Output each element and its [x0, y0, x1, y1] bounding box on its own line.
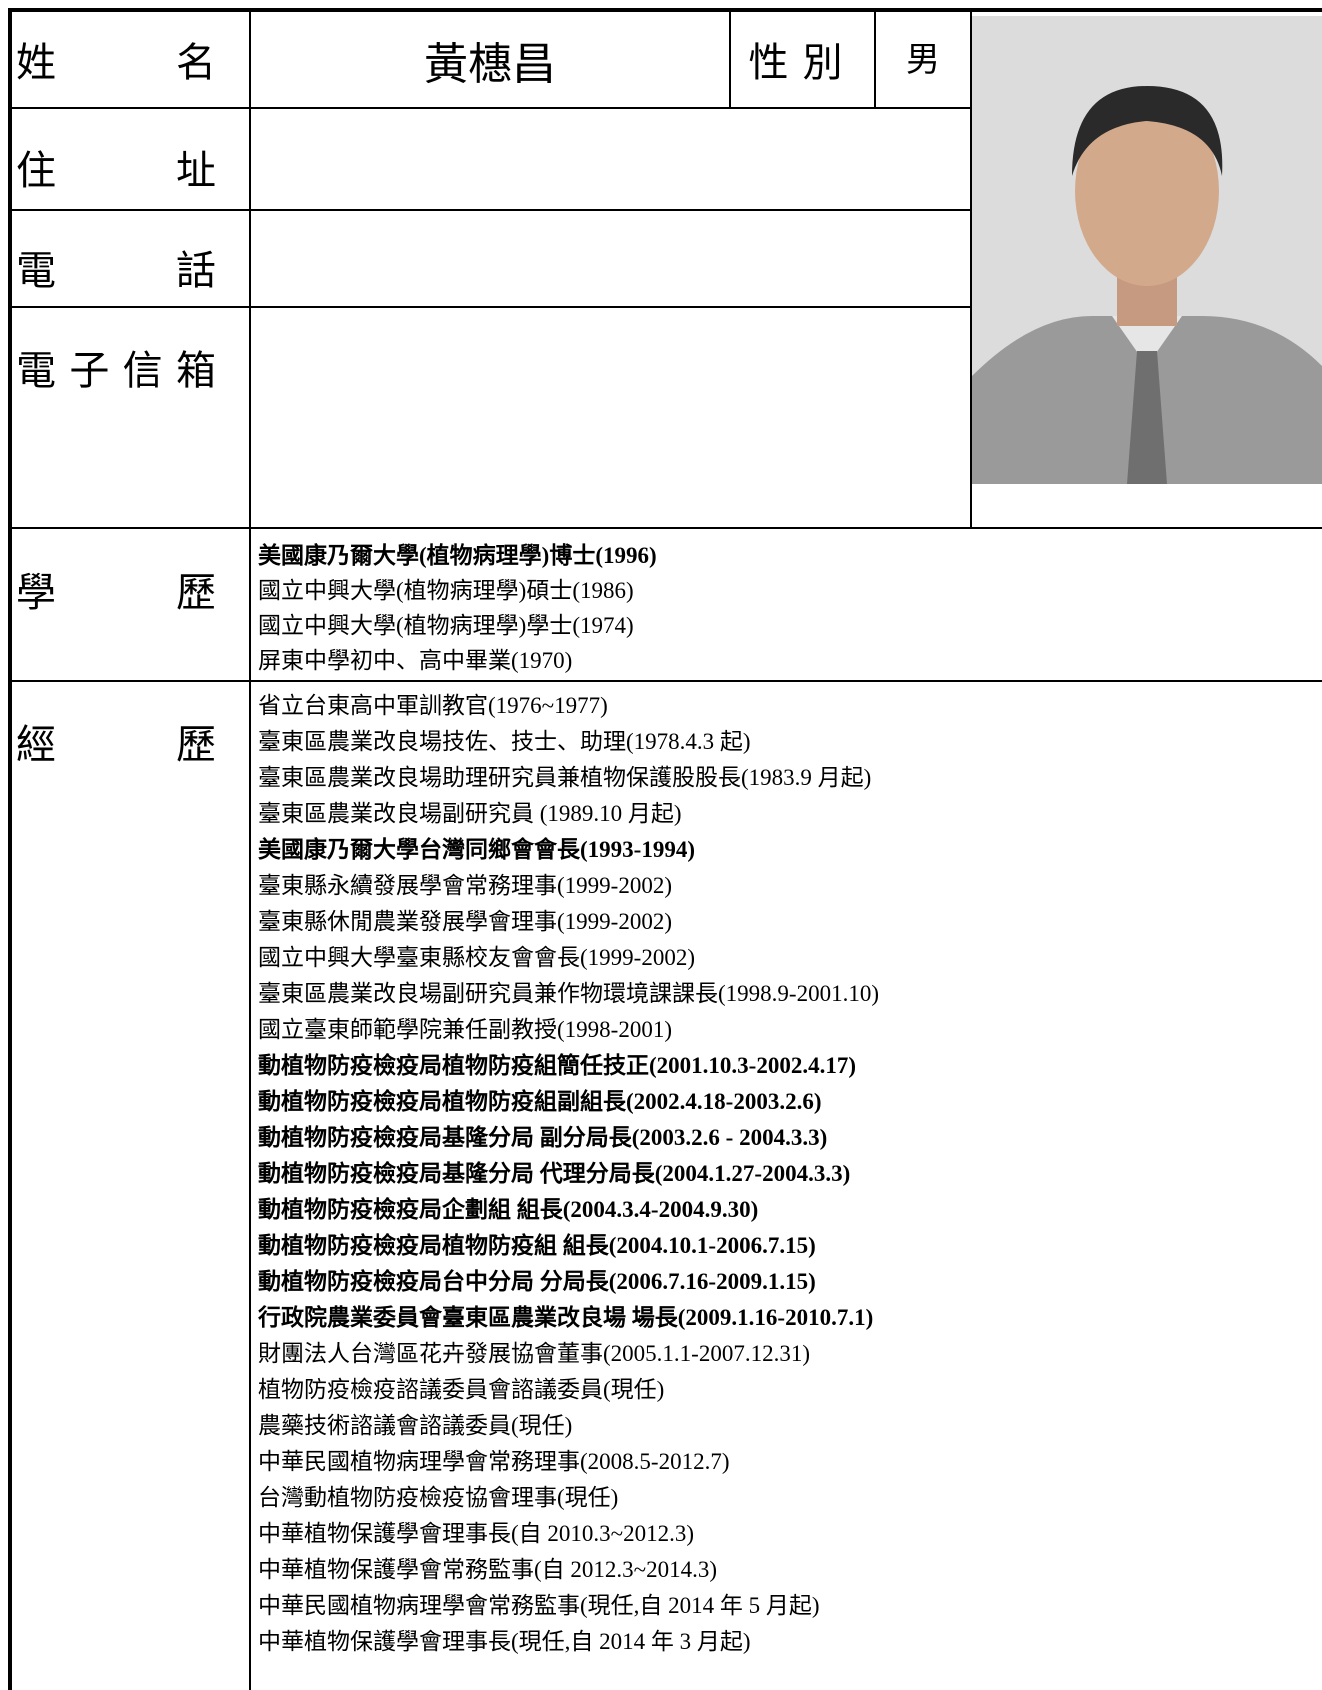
education-list: 美國康乃爾大學(植物病理學)博士(1996) 國立中興大學(植物病理學)碩士(19…: [258, 538, 657, 678]
list-item: 植物防疫檢疫諮議委員會諮議委員(現任): [258, 1377, 665, 1402]
list-item: 中華民國植物病理學會常務理事(2008.5-2012.7): [258, 1449, 730, 1474]
list-item: 臺東區農業改良場技佐、技士、助理(1978.4.3 起): [258, 729, 751, 754]
list-item: 國立中興大學(植物病理學)碩士(1986): [258, 578, 634, 603]
list-item: 台灣動植物防疫檢疫協會理事(現任): [258, 1485, 619, 1510]
list-item: 國立中興大學臺東縣校友會會長(1999-2002): [258, 945, 695, 970]
border: [874, 8, 876, 108]
list-item: 動植物防疫檢疫局台中分局 分局長(2006.7.16-2009.1.15): [258, 1269, 816, 1294]
list-item: 臺東縣休閒農業發展學會理事(1999-2002): [258, 909, 672, 934]
list-item: 臺東區農業改良場副研究員 (1989.10 月起): [258, 801, 682, 826]
list-item: 臺東區農業改良場副研究員兼作物環境課課長(1998.9-2001.10): [258, 981, 879, 1006]
list-item: 國立中興大學(植物病理學)學士(1974): [258, 613, 634, 638]
label: 電話: [16, 248, 216, 293]
list-item: 美國康乃爾大學(植物病理學)博士(1996): [258, 543, 657, 568]
list-item: 農藥技術諮議會諮議委員(現任): [258, 1413, 573, 1438]
list-item: 動植物防疫檢疫局基隆分局 代理分局長(2004.1.27-2004.3.3): [258, 1161, 851, 1186]
list-item: 國立臺東師範學院兼任副教授(1998-2001): [258, 1017, 672, 1042]
list-item: 中華植物保護學會理事長(現任,自 2014 年 3 月起): [258, 1629, 751, 1654]
list-item: 屏東中學初中、高中畢業(1970): [258, 648, 573, 673]
list-item: 動植物防疫檢疫局植物防疫組副組長(2002.4.18-2003.2.6): [258, 1089, 822, 1114]
list-item: 省立台東高中軍訓教官(1976~1977): [258, 693, 608, 718]
name: 黃橞昌: [424, 40, 556, 89]
label: 電子信箱: [16, 348, 216, 393]
experience-list: 省立台東高中軍訓教官(1976~1977) 臺東區農業改良場技佐、技士、助理(19…: [258, 688, 879, 1660]
list-item: 動植物防疫檢疫局植物防疫組簡任技正(2001.10.3-2002.4.17): [258, 1053, 856, 1078]
list-item: 中華植物保護學會常務監事(自 2012.3~2014.3): [258, 1557, 718, 1582]
border: [8, 8, 1322, 12]
photo: [972, 16, 1322, 484]
label: 姓名: [16, 40, 216, 85]
list-item: 美國康乃爾大學台灣同鄉會會長(1993-1994): [258, 837, 695, 862]
border: [8, 680, 1322, 682]
border: [8, 209, 972, 211]
list-item: 中華植物保護學會理事長(自 2010.3~2012.3): [258, 1521, 695, 1546]
label: 住址: [16, 148, 216, 193]
list-item: 財團法人台灣區花卉發展協會董事(2005.1.1-2007.12.31): [258, 1341, 810, 1366]
border: [8, 8, 12, 1690]
border: [8, 306, 972, 308]
border: [249, 8, 251, 1690]
list-item: 行政院農業委員會臺東區農業改良場 場長(2009.1.16-2010.7.1): [258, 1305, 874, 1330]
label: 經歷: [16, 722, 216, 767]
border: [970, 8, 972, 528]
list-item: 臺東縣永續發展學會常務理事(1999-2002): [258, 873, 672, 898]
label: 學歷: [16, 570, 216, 615]
list-item: 動植物防疫檢疫局企劃組 組長(2004.3.4-2004.9.30): [258, 1197, 759, 1222]
label: 性別: [748, 40, 857, 85]
gender: 男: [906, 42, 940, 79]
list-item: 中華民國植物病理學會常務監事(現任,自 2014 年 5 月起): [258, 1593, 820, 1618]
border: [8, 527, 1322, 529]
list-item: 動植物防疫檢疫局植物防疫組 組長(2004.10.1-2006.7.15): [258, 1233, 816, 1258]
list-item: 動植物防疫檢疫局基隆分局 副分局長(2003.2.6 - 2004.3.3): [258, 1125, 828, 1150]
border: [8, 107, 972, 109]
list-item: 臺東區農業改良場助理研究員兼植物保護股股長(1983.9 月起): [258, 765, 872, 790]
border: [729, 8, 731, 108]
